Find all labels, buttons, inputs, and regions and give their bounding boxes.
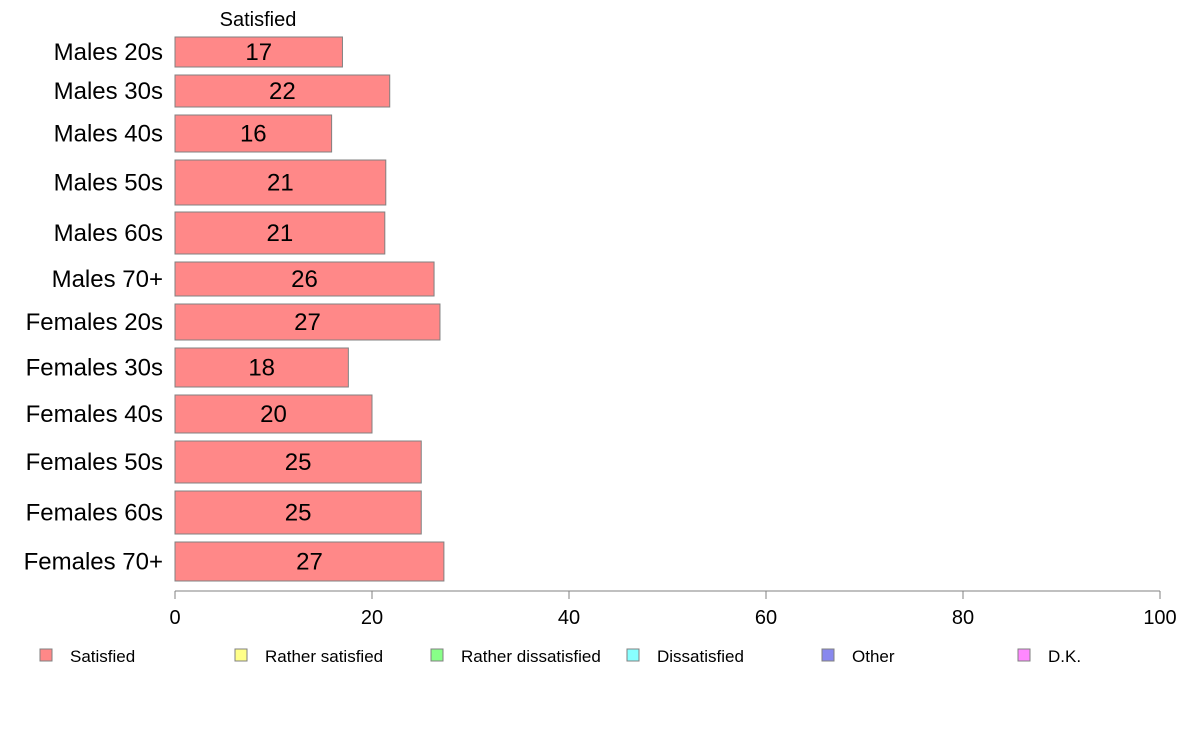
legend-swatch [821, 648, 835, 662]
category-label: Males 20s [54, 39, 163, 66]
bar [174, 440, 422, 484]
x-tick-label: 80 [952, 607, 974, 629]
category-label: Males 40s [54, 121, 163, 148]
data-label: 22 [269, 78, 296, 105]
category-label: Males 60s [54, 220, 163, 247]
category-label: Females 50s [26, 449, 163, 476]
category-label: Males 30s [54, 78, 163, 105]
bar [174, 159, 387, 206]
data-label: 21 [267, 170, 294, 197]
data-label: 27 [294, 309, 321, 336]
bar [174, 347, 349, 388]
column-header: Satisfied [220, 9, 297, 31]
legend-swatch [626, 648, 640, 662]
category-label: Females 30s [26, 355, 163, 382]
data-label: 25 [285, 449, 312, 476]
x-tick-label: 60 [755, 607, 777, 629]
data-label: 27 [296, 549, 323, 576]
bar [174, 74, 391, 108]
legend-label: Rather dissatisfied [461, 647, 601, 666]
data-label: 21 [267, 220, 294, 247]
bar [174, 541, 445, 582]
legend-swatch [234, 648, 248, 662]
legend-swatch [430, 648, 444, 662]
legend-label: D.K. [1048, 647, 1081, 666]
data-label: 25 [285, 500, 312, 527]
x-tick-label: 40 [558, 607, 580, 629]
category-label: Males 70+ [52, 266, 163, 293]
data-label: 16 [240, 121, 267, 148]
bar [174, 211, 386, 255]
legend-swatch [39, 648, 53, 662]
bar [174, 261, 435, 297]
data-label: 20 [260, 401, 287, 428]
bar [174, 303, 441, 341]
category-label: Females 70+ [24, 549, 163, 576]
legend-label: Rather satisfied [265, 647, 383, 666]
category-label: Females 20s [26, 309, 163, 336]
data-label: 18 [248, 355, 275, 382]
x-tick-label: 20 [361, 607, 383, 629]
bar [174, 490, 422, 535]
x-tick-label: 0 [169, 607, 180, 629]
legend-label: Dissatisfied [657, 647, 744, 666]
bar [174, 36, 343, 68]
bar [174, 394, 373, 434]
legend-label: Other [852, 647, 895, 666]
data-label: 17 [245, 39, 272, 66]
category-label: Females 40s [26, 401, 163, 428]
x-tick-label: 100 [1143, 607, 1176, 629]
category-label: Males 50s [54, 170, 163, 197]
category-label: Females 60s [26, 500, 163, 527]
data-label: 26 [291, 266, 318, 293]
legend-label: Satisfied [70, 647, 135, 666]
bar [174, 114, 333, 153]
legend-swatch [1017, 648, 1031, 662]
